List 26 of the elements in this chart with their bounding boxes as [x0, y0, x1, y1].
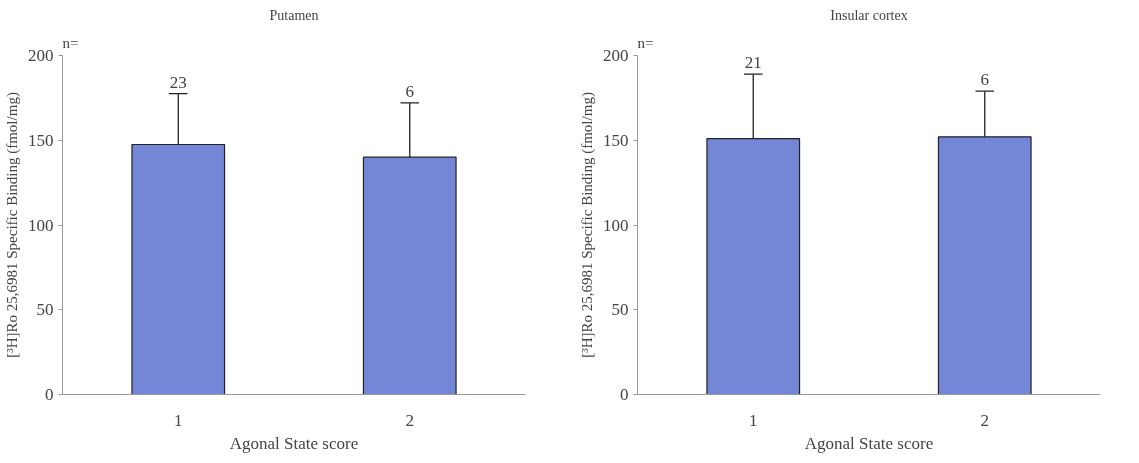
chart-title: Insular cortex	[830, 7, 908, 23]
y-tick-label: 200	[603, 46, 629, 65]
y-tick-label: 100	[28, 215, 54, 235]
y-tick-label: 50	[36, 300, 54, 320]
annotation: 6	[980, 70, 989, 90]
y-axis-title: [³H]Ro 25,6981 Specific Binding (fmol/mg)	[4, 92, 21, 358]
annotation: 23	[169, 72, 187, 92]
y-tick-label: 50	[611, 300, 629, 320]
text: n=	[637, 34, 654, 51]
y-axis-title: [³H]Ro 25,6981 Specific Binding (fmol/mg)	[579, 92, 596, 358]
text: n=	[62, 34, 79, 51]
x-axis-title: Agonal State score	[229, 433, 359, 453]
chart-title: Putamen	[269, 7, 319, 23]
x-tick-label: 1	[174, 410, 183, 430]
annotation: 21	[744, 53, 762, 73]
y-tick-label: 150	[28, 130, 54, 150]
x-axis-title: Agonal State score	[804, 433, 934, 453]
y-tick-label: 100	[603, 215, 629, 235]
y-tick-label: 0	[45, 385, 54, 404]
y-tick-label: 0	[620, 385, 629, 404]
x-tick-label: 2	[980, 410, 989, 430]
y-tick-label: 150	[603, 130, 629, 150]
annotation: 6	[405, 81, 414, 101]
x-tick-label: 2	[405, 410, 414, 430]
y-tick-label: 200	[28, 46, 54, 65]
x-tick-label: 1	[749, 410, 758, 430]
